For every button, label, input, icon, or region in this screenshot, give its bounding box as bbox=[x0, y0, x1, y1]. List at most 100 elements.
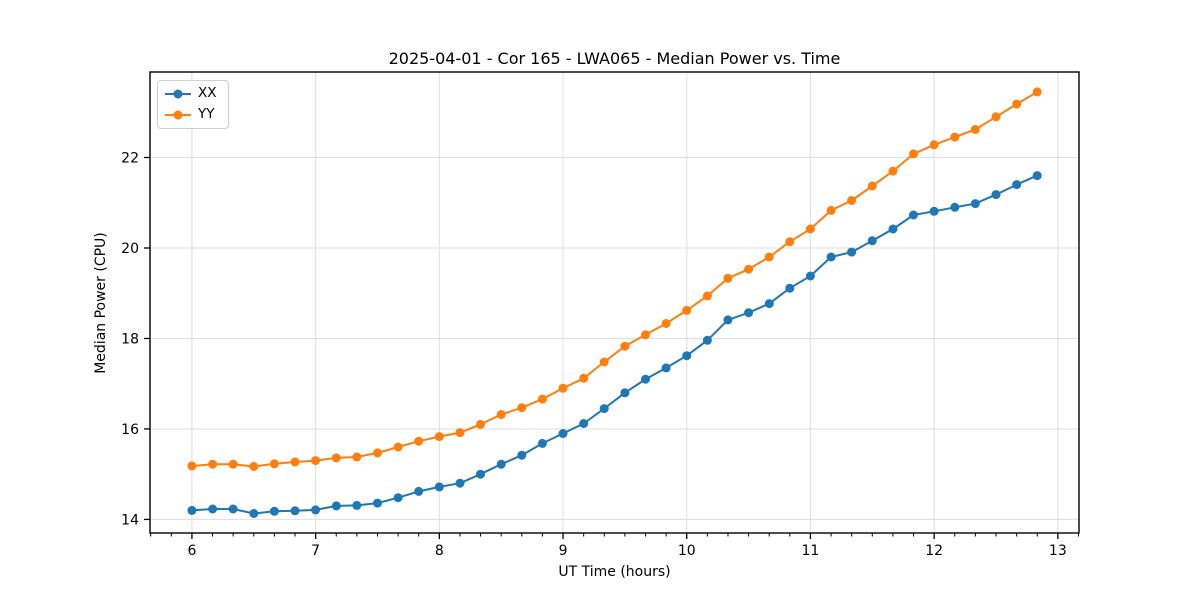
data-point-xx[interactable] bbox=[414, 486, 424, 496]
data-point-xx[interactable] bbox=[744, 308, 754, 318]
data-point-yy[interactable] bbox=[888, 166, 898, 176]
data-point-xx[interactable] bbox=[208, 504, 218, 514]
data-point-yy[interactable] bbox=[847, 196, 857, 205]
data-point-yy[interactable] bbox=[228, 459, 238, 469]
x-tick-label: 12 bbox=[925, 543, 943, 559]
data-point-xx[interactable] bbox=[373, 498, 382, 508]
data-point-xx[interactable] bbox=[269, 506, 279, 516]
legend: XX YY bbox=[157, 80, 229, 129]
data-point-yy[interactable] bbox=[208, 459, 218, 469]
data-point-yy[interactable] bbox=[187, 461, 197, 471]
data-point-yy[interactable] bbox=[537, 394, 547, 404]
data-point-xx[interactable] bbox=[476, 469, 485, 479]
data-point-yy[interactable] bbox=[641, 330, 650, 340]
data-point-xx[interactable] bbox=[455, 478, 465, 488]
legend-entry-xx: XX bbox=[165, 86, 220, 102]
data-point-yy[interactable] bbox=[764, 252, 774, 262]
data-point-xx[interactable] bbox=[929, 206, 939, 216]
data-point-yy[interactable] bbox=[1032, 87, 1042, 97]
x-tick-label: 11 bbox=[802, 543, 820, 559]
data-point-yy[interactable] bbox=[929, 140, 939, 150]
series-line-yy bbox=[191, 91, 1038, 468]
data-point-yy[interactable] bbox=[909, 149, 918, 159]
data-point-yy[interactable] bbox=[393, 442, 403, 452]
data-point-xx[interactable] bbox=[1012, 180, 1022, 190]
data-point-xx[interactable] bbox=[702, 335, 712, 345]
data-point-xx[interactable] bbox=[496, 459, 506, 469]
data-point-yy[interactable] bbox=[476, 419, 485, 429]
data-point-xx[interactable] bbox=[331, 501, 341, 511]
data-point-xx[interactable] bbox=[537, 438, 547, 448]
data-point-xx[interactable] bbox=[991, 190, 1001, 200]
data-point-yy[interactable] bbox=[702, 291, 712, 301]
data-point-xx[interactable] bbox=[517, 450, 527, 460]
x-tick-label: 7 bbox=[311, 543, 320, 559]
data-point-yy[interactable] bbox=[311, 456, 321, 466]
data-point-xx[interactable] bbox=[558, 429, 568, 438]
data-point-yy[interactable] bbox=[805, 224, 815, 234]
data-point-yy[interactable] bbox=[1012, 99, 1022, 109]
data-point-xx[interactable] bbox=[620, 388, 630, 398]
data-point-xx[interactable] bbox=[641, 374, 650, 384]
data-point-xx[interactable] bbox=[764, 299, 774, 309]
data-point-yy[interactable] bbox=[950, 132, 960, 142]
data-point-xx[interactable] bbox=[249, 509, 259, 518]
data-point-xx[interactable] bbox=[352, 500, 362, 510]
data-point-yy[interactable] bbox=[249, 462, 259, 471]
data-point-yy[interactable] bbox=[414, 436, 424, 446]
data-point-xx[interactable] bbox=[847, 247, 857, 257]
y-tick-label: 16 bbox=[121, 422, 139, 438]
data-point-yy[interactable] bbox=[620, 341, 630, 351]
x-tick-label: 13 bbox=[1049, 543, 1067, 559]
data-point-yy[interactable] bbox=[352, 452, 362, 462]
legend-line-marker-yy bbox=[165, 110, 191, 120]
data-point-xx[interactable] bbox=[228, 504, 238, 514]
data-point-xx[interactable] bbox=[1032, 171, 1042, 181]
data-point-yy[interactable] bbox=[579, 373, 589, 383]
data-point-xx[interactable] bbox=[888, 224, 898, 234]
data-point-yy[interactable] bbox=[496, 410, 506, 419]
data-point-yy[interactable] bbox=[558, 383, 568, 393]
data-point-xx[interactable] bbox=[290, 506, 300, 516]
data-point-yy[interactable] bbox=[661, 319, 671, 328]
data-point-xx[interactable] bbox=[723, 315, 733, 325]
data-point-xx[interactable] bbox=[950, 202, 960, 212]
y-tick-label: 18 bbox=[121, 331, 139, 347]
data-point-yy[interactable] bbox=[599, 357, 609, 367]
data-point-xx[interactable] bbox=[805, 271, 815, 281]
data-point-yy[interactable] bbox=[682, 305, 692, 315]
data-point-xx[interactable] bbox=[311, 505, 321, 515]
data-point-xx[interactable] bbox=[661, 363, 671, 373]
data-point-yy[interactable] bbox=[991, 112, 1001, 122]
data-point-xx[interactable] bbox=[434, 482, 444, 492]
data-point-yy[interactable] bbox=[290, 457, 300, 467]
data-point-xx[interactable] bbox=[599, 404, 609, 414]
data-point-yy[interactable] bbox=[970, 125, 980, 134]
data-point-yy[interactable] bbox=[785, 237, 795, 247]
data-point-xx[interactable] bbox=[909, 210, 918, 220]
data-point-xx[interactable] bbox=[579, 419, 589, 428]
data-point-xx[interactable] bbox=[785, 283, 795, 293]
legend-label-yy: YY bbox=[198, 106, 215, 123]
data-point-xx[interactable] bbox=[187, 505, 197, 515]
legend-entry-yy: YY bbox=[165, 107, 220, 123]
x-tick-label: 6 bbox=[187, 543, 196, 559]
data-point-yy[interactable] bbox=[826, 205, 836, 215]
data-point-yy[interactable] bbox=[331, 453, 341, 463]
data-point-xx[interactable] bbox=[393, 493, 403, 503]
data-point-yy[interactable] bbox=[434, 432, 444, 442]
data-point-xx[interactable] bbox=[826, 252, 836, 262]
y-tick-label: 22 bbox=[121, 151, 139, 167]
data-point-yy[interactable] bbox=[867, 181, 877, 191]
data-point-yy[interactable] bbox=[269, 459, 279, 469]
data-point-yy[interactable] bbox=[723, 273, 733, 283]
data-point-xx[interactable] bbox=[682, 351, 692, 361]
data-point-yy[interactable] bbox=[517, 403, 527, 413]
data-point-yy[interactable] bbox=[455, 428, 465, 438]
data-point-xx[interactable] bbox=[970, 199, 980, 209]
data-point-yy[interactable] bbox=[744, 264, 754, 274]
data-point-xx[interactable] bbox=[867, 236, 877, 246]
data-point-yy[interactable] bbox=[373, 448, 382, 458]
